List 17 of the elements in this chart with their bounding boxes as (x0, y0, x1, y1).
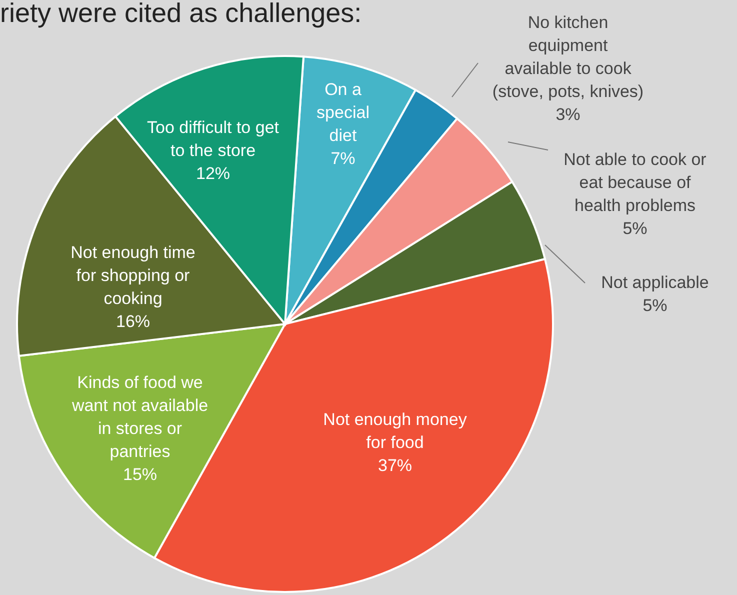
slice-label: On a special diet (316, 80, 370, 145)
slice-label: Too difficult to get to the store (147, 118, 280, 160)
slice-label: No kitchen equipment available to cook (stove, pots, knives) (492, 13, 644, 101)
data-label: 3% (556, 105, 580, 124)
slice-label: Not able to cook or eat because of health problems (564, 150, 707, 215)
data-label: 5% (642, 296, 668, 315)
data-label: 15% (122, 465, 158, 484)
slice-label: Not enough money for food (323, 410, 468, 452)
slice-label: Kinds of food we want not available in stores or pantries (70, 373, 208, 461)
slice-label: Not enough time for shopping or cooking (70, 243, 196, 308)
slice-label: Not applicable (601, 273, 709, 292)
chart-title: riety were cited as challenges: (0, 0, 362, 28)
data-label: 5% (622, 219, 648, 238)
data-label: 16% (116, 312, 150, 331)
data-label: 37% (378, 456, 412, 475)
data-label: 7% (330, 149, 356, 168)
data-label: 12% (196, 164, 230, 183)
